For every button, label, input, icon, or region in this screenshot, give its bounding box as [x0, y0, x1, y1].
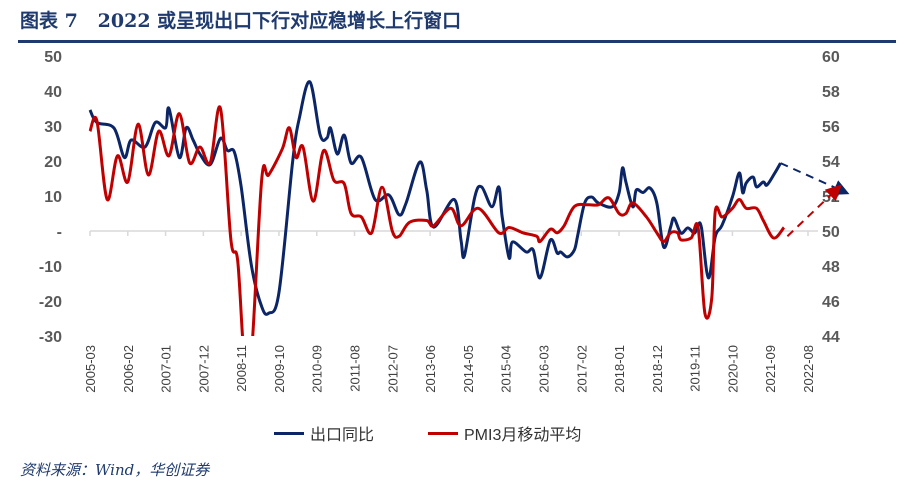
pmi-projection-arrow: [786, 184, 842, 237]
x-tick-label: 2014-05: [461, 345, 476, 393]
x-tick-label: 2016-03: [536, 345, 551, 393]
x-tick-label: 2006-02: [121, 345, 136, 393]
x-tick-label: 2008-11: [234, 345, 249, 392]
x-tick-label: 2018-12: [650, 345, 665, 393]
y-left-tick-label: 50: [44, 49, 62, 66]
y-left-tick-label: 40: [44, 84, 62, 101]
legend-item-export: 出口同比: [274, 421, 374, 445]
y-left-tick-label: 10: [44, 189, 62, 206]
y-left-tick-label: -10: [39, 259, 62, 276]
y-right-tick-label: 48: [822, 259, 840, 276]
x-tick-label: 2017-02: [574, 345, 589, 393]
legend-swatch-pmi: [428, 431, 458, 435]
x-tick-label: 2007-01: [159, 345, 174, 393]
x-tick-label: 2019-11: [688, 345, 703, 392]
y-right-tick-label: 44: [822, 329, 840, 346]
x-tick-label: 2022-08: [801, 345, 816, 393]
axes: 50 40 30 20 10 - -10 -20 -30 60 58 56 54 52 50 48 46 44 20…: [39, 49, 850, 393]
y-right-tick-label: 60: [822, 49, 840, 66]
pmi-3m-avg-line: [88, 105, 786, 336]
y-left-tick-label: -20: [39, 294, 62, 311]
legend-label-pmi: PMI3月移动平均: [464, 427, 582, 444]
x-tick-label: 2018-01: [612, 345, 627, 393]
x-tick-label: 2009-10: [272, 345, 287, 393]
line-chart: 50 40 30 20 10 - -10 -20 -30 60 58 56 54 52 50 48 46 44 20…: [39, 49, 850, 393]
legend-swatch-export: [274, 431, 304, 435]
source-note: 资料来源：Wind，华创证券: [20, 461, 210, 479]
y-right-tick-label: 54: [822, 154, 840, 171]
x-tick-label: 2020-10: [725, 345, 740, 393]
y-left-tick-label: 20: [44, 154, 62, 171]
legend-label-export: 出口同比: [310, 427, 375, 444]
x-tick-label: 2013-06: [423, 345, 438, 393]
x-tick-label: 2007-12: [196, 345, 211, 393]
y-right-tick-label: 56: [822, 119, 840, 136]
x-tick-label: 2005-03: [83, 345, 98, 393]
x-tick-label: 2015-04: [499, 345, 514, 393]
export-yoy-line: [88, 80, 782, 316]
x-tick-label: 2010-09: [310, 345, 325, 393]
x-tick-label: 2012-07: [385, 345, 400, 393]
series-lines: [88, 80, 786, 336]
y-right-tick-label: 52: [822, 189, 840, 206]
y-left-tick-label: -: [57, 224, 62, 241]
x-tick-label: 2021-09: [763, 345, 778, 393]
y-right-tick-label: 58: [822, 84, 840, 101]
legend-item-pmi: PMI3月移动平均: [428, 421, 581, 445]
chart-title: 图表 7 2022 或呈现出口下行对应稳增长上行窗口: [20, 10, 462, 32]
y-left-tick-label: 30: [44, 119, 62, 136]
y-left-tick-label: -30: [39, 329, 62, 346]
x-tick-label: 2011-08: [348, 345, 363, 392]
y-right-tick-label: 46: [822, 294, 840, 311]
title-divider: [18, 40, 896, 43]
y-right-tick-label: 50: [822, 224, 840, 241]
